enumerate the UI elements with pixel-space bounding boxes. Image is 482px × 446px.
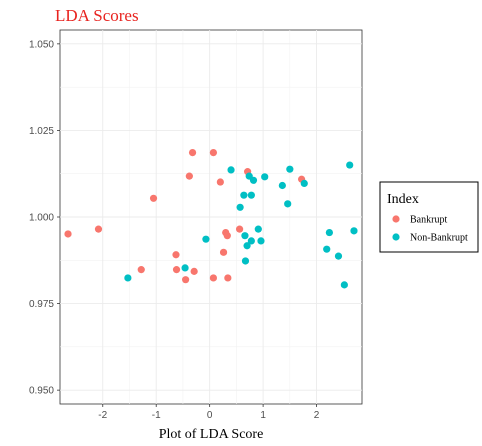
point-non-bankrupt [227, 166, 235, 174]
point-non-bankrupt [278, 181, 286, 190]
point-non-bankrupt [261, 173, 269, 181]
point-non-bankrupt [181, 264, 189, 272]
point-non-bankrupt [254, 225, 262, 233]
point-non-bankrupt [257, 237, 265, 245]
point-bankrupt [216, 178, 224, 186]
point-non-bankrupt [202, 235, 210, 243]
point-non-bankrupt [350, 227, 358, 235]
point-bankrupt [224, 274, 232, 282]
axes: -2 -1 0 1 2 0.950 0.975 1.000 1.025 1.050 [29, 39, 320, 421]
point-non-bankrupt [236, 203, 244, 211]
x-tick-label: -1 [152, 410, 161, 421]
x-axis-label: Plot of LDA Score [159, 427, 264, 442]
point-bankrupt [223, 232, 231, 240]
legend-key-non-bankrupt [392, 233, 400, 241]
data-points [64, 148, 358, 289]
legend-label-bankrupt: Bankrupt [410, 215, 447, 226]
point-bankrupt [219, 248, 228, 256]
x-tick-label: 0 [207, 410, 213, 421]
legend-title: Index [387, 192, 419, 207]
point-bankrupt [235, 225, 244, 233]
point-non-bankrupt [323, 245, 331, 253]
point-non-bankrupt [247, 237, 255, 245]
point-non-bankrupt [240, 191, 248, 199]
point-non-bankrupt [249, 176, 258, 184]
point-bankrupt [182, 276, 190, 284]
legend: Index Bankrupt Non-Bankrupt [379, 181, 479, 253]
point-non-bankrupt [124, 274, 132, 282]
point-bankrupt [188, 148, 197, 157]
point-bankrupt [172, 251, 180, 259]
y-tick-label: 1.025 [29, 126, 54, 137]
point-bankrupt [149, 194, 158, 202]
point-non-bankrupt [300, 179, 308, 188]
chart-title: LDA Scores [55, 6, 139, 25]
point-non-bankrupt [241, 232, 249, 240]
point-non-bankrupt [334, 252, 343, 260]
point-bankrupt [190, 267, 198, 275]
y-tick-label: 0.950 [29, 386, 54, 397]
x-tick-label: -2 [98, 410, 107, 421]
y-tick-label: 1.050 [29, 39, 54, 50]
x-tick-label: 2 [314, 410, 320, 421]
y-tick-label: 0.975 [29, 299, 54, 310]
legend-label-non-bankrupt: Non-Bankrupt [410, 233, 468, 244]
point-non-bankrupt [340, 281, 348, 289]
point-bankrupt [172, 266, 181, 274]
point-non-bankrupt [241, 257, 250, 265]
point-bankrupt [137, 266, 145, 274]
point-non-bankrupt [286, 165, 294, 173]
x-tick-label: 1 [260, 410, 266, 421]
point-non-bankrupt [247, 191, 255, 199]
point-non-bankrupt [325, 228, 333, 237]
point-non-bankrupt [243, 242, 251, 250]
point-non-bankrupt [284, 200, 292, 208]
point-bankrupt [209, 274, 218, 282]
y-tick-label: 1.000 [29, 213, 54, 224]
grid-lines [60, 30, 362, 404]
legend-key-bankrupt [392, 215, 400, 223]
point-bankrupt [64, 230, 72, 238]
point-bankrupt [185, 172, 193, 180]
point-bankrupt [94, 225, 103, 233]
point-non-bankrupt [346, 161, 354, 169]
point-bankrupt [209, 148, 218, 157]
